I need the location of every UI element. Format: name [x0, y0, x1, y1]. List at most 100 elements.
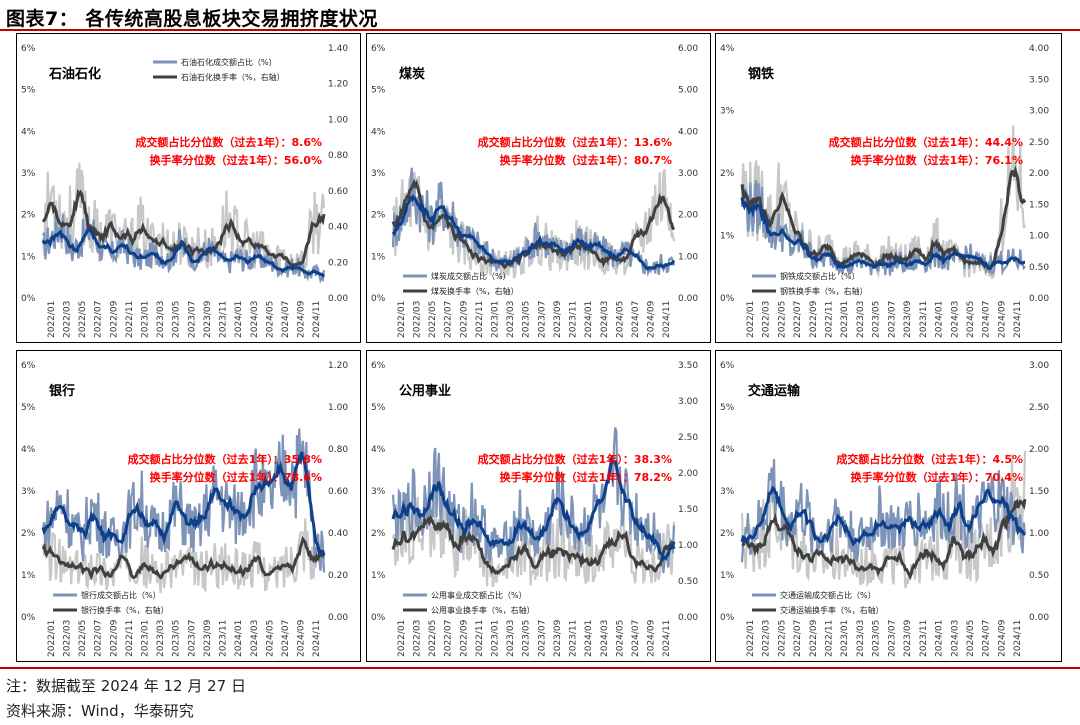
- left-tick-label: 2%: [720, 529, 735, 539]
- chart-panel: 0% 1% 2% 3% 4% 0.00 0.50 1.00 1.50 2.00 2.50 3.00 3.…: [715, 33, 1062, 343]
- x-tick-label: 2023/01: [490, 620, 500, 657]
- turnover-ma-line: [41, 535, 325, 581]
- x-tick-label: 2022/01: [47, 301, 57, 338]
- x-tick-label: 2024/03: [600, 301, 610, 338]
- left-tick-label: 3%: [21, 169, 36, 179]
- right-tick-label: 0.20: [328, 571, 348, 581]
- x-tick-label: 2023/03: [856, 620, 866, 657]
- right-tick-label: 2.00: [1029, 169, 1049, 179]
- x-tick-label: 2024/01: [234, 620, 244, 657]
- percentile-annotation: 成交额占比分位数（过去1年）：8.6%: [135, 135, 322, 149]
- page-title: 图表7： 各传统高股息板块交易拥挤度状况: [6, 8, 378, 30]
- chart-panel: 0% 1% 2% 3% 4% 5% 6% 0.00 0.20 0.40 0.60 0.80 1.00 1.…: [16, 350, 361, 662]
- right-tick-label: 1.00: [678, 252, 698, 262]
- x-tick-label: 2022/09: [109, 300, 119, 338]
- x-tick-label: 2023/11: [219, 620, 229, 657]
- x-tick-label: 2024/07: [631, 301, 641, 338]
- percentile-annotation: 成交额占比分位数（过去1年）：13.6%: [478, 135, 672, 149]
- chart-panel: 0% 1% 2% 3% 4% 5% 6% 0.00 0.50 1.00 1.50 2.00 2.50 3.…: [715, 350, 1062, 662]
- chart-panel: 0% 1% 2% 3% 4% 5% 6% 0.00 0.20 0.40 0.60 0.80 1.00 1.…: [16, 33, 361, 343]
- x-tick-label: 2022/11: [824, 301, 834, 338]
- left-tick-label: 6%: [371, 361, 386, 371]
- right-tick-label: 3.00: [1029, 361, 1049, 371]
- percentile-annotation: 成交额占比分位数（过去1年）：44.4%: [829, 135, 1023, 149]
- percentile-annotation: 换手率分位数（过去1年）：80.7%: [500, 153, 672, 167]
- share-raw-line: [41, 428, 326, 573]
- x-tick-label: 2022/09: [109, 619, 119, 657]
- x-tick-label: 2022/03: [62, 620, 72, 657]
- footer-rule: [0, 667, 1080, 669]
- right-tick-label: 0.60: [328, 487, 348, 497]
- x-tick-label: 2024/07: [982, 301, 992, 338]
- x-tick-label: 2024/09: [297, 619, 307, 657]
- right-tick-label: 1.20: [328, 80, 348, 90]
- x-tick-label: 2024/05: [615, 620, 625, 657]
- panel-title: 公用事业: [399, 383, 451, 399]
- left-tick-label: 4%: [371, 445, 386, 455]
- x-tick-label: 2024/01: [234, 301, 244, 338]
- left-tick-label: 5%: [21, 86, 36, 96]
- right-tick-label: 0.40: [328, 529, 348, 539]
- x-tick-label: 2023/01: [840, 620, 850, 657]
- x-tick-label: 2024/03: [250, 620, 260, 657]
- left-tick-label: 5%: [371, 403, 386, 413]
- x-tick-label: 2023/05: [172, 301, 182, 338]
- left-tick-label: 2%: [21, 529, 36, 539]
- left-tick-label: 3%: [720, 487, 735, 497]
- x-tick-label: 2023/01: [490, 301, 500, 338]
- x-tick-label: 2022/01: [47, 620, 57, 657]
- chart-svg: 0% 1% 2% 3% 4% 5% 6% 0.00 1.00 2.00 3.00 4.00 5.00 6.…: [371, 44, 698, 338]
- x-tick-label: 2023/07: [537, 620, 547, 657]
- left-tick-label: 0%: [21, 294, 36, 304]
- x-tick-label: 2022/05: [78, 620, 88, 657]
- x-tick-label: 2022/11: [475, 301, 485, 338]
- x-tick-label: 2023/01: [840, 301, 850, 338]
- right-tick-label: 0.50: [1029, 571, 1049, 581]
- x-tick-label: 2024/05: [265, 620, 275, 657]
- x-tick-label: 2024/11: [312, 620, 322, 657]
- share-ma-line: [391, 454, 676, 562]
- header-rule: [0, 29, 1080, 31]
- left-tick-label: 4%: [371, 127, 386, 137]
- x-tick-label: 2022/03: [412, 620, 422, 657]
- legend-label: 钢铁换手率（%，右轴）: [780, 286, 868, 296]
- x-tick-label: 2023/03: [156, 301, 166, 338]
- legend-label: 银行成交额占比（%）: [81, 590, 161, 600]
- percentile-annotation: 换手率分位数（过去1年）：76.1%: [851, 153, 1023, 167]
- left-tick-label: 1%: [720, 571, 735, 581]
- left-tick-label: 2%: [371, 529, 386, 539]
- x-tick-label: 2023/03: [156, 620, 166, 657]
- x-tick-label: 2022/03: [62, 301, 72, 338]
- right-tick-label: 4.00: [1029, 44, 1049, 54]
- right-tick-label: 1.50: [1029, 487, 1049, 497]
- chart-svg: 0% 1% 2% 3% 4% 5% 6% 0.00 0.50 1.00 1.50 2.00 2.50 3.…: [720, 361, 1049, 657]
- x-tick-label: 2023/05: [172, 620, 182, 657]
- right-tick-label: 2.50: [1029, 138, 1049, 148]
- left-tick-label: 1%: [371, 571, 386, 581]
- right-tick-label: 0.00: [678, 613, 698, 623]
- x-tick-label: 2024/01: [935, 620, 945, 657]
- x-tick-label: 2024/05: [966, 301, 976, 338]
- left-tick-label: 5%: [371, 86, 386, 96]
- right-tick-label: 1.00: [678, 541, 698, 551]
- x-tick-label: 2022/09: [459, 300, 469, 338]
- right-tick-label: 3.50: [678, 361, 698, 371]
- x-tick-label: 2023/07: [187, 301, 197, 338]
- right-tick-label: 1.00: [328, 115, 348, 125]
- x-tick-label: 2024/11: [1013, 620, 1023, 657]
- left-tick-label: 3%: [371, 487, 386, 497]
- panel-title: 交通运输: [748, 383, 801, 399]
- legend-label: 银行换手率（%，右轴）: [81, 605, 169, 615]
- right-tick-label: 2.00: [678, 211, 698, 221]
- x-tick-label: 2023/07: [187, 620, 197, 657]
- x-tick-label: 2024/09: [647, 619, 657, 657]
- share-ma-line: [41, 451, 326, 556]
- x-tick-label: 2024/03: [600, 620, 610, 657]
- x-tick-label: 2024/01: [935, 301, 945, 338]
- x-tick-label: 2023/01: [140, 301, 150, 338]
- chart-svg: 0% 1% 2% 3% 4% 5% 6% 0.00 0.20 0.40 0.60 0.80 1.00 1.…: [21, 361, 348, 657]
- x-tick-label: 2024/09: [297, 300, 307, 338]
- legend-label: 石油石化换手率（%，右轴）: [181, 72, 285, 82]
- left-tick-label: 5%: [720, 403, 735, 413]
- right-tick-label: 5.00: [678, 86, 698, 96]
